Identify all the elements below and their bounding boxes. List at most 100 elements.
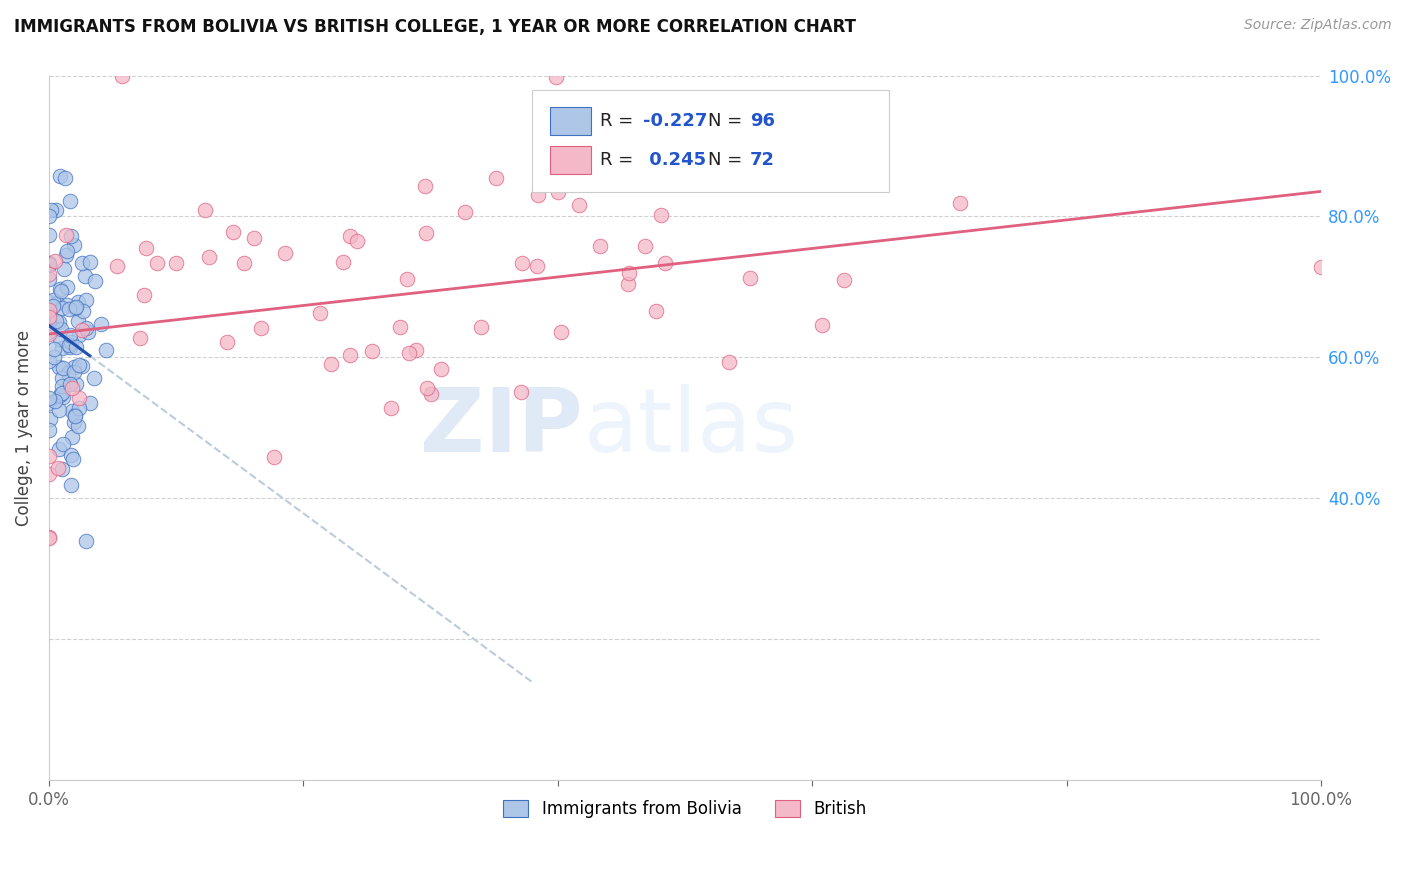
Point (53, 262, 76, 277)
Text: -0.227: -0.227 (643, 112, 707, 130)
Point (38, 256, 60, 270)
Point (70, 323, 93, 337)
Point (58, 301, 80, 316)
Point (65, 300, 87, 314)
Point (38, 467, 60, 482)
Point (48, 359, 70, 374)
Point (415, 178, 437, 193)
Point (395, 272, 418, 286)
Point (63, 409, 86, 423)
Point (339, 348, 361, 362)
Point (405, 343, 427, 357)
Text: 72: 72 (749, 151, 775, 169)
Point (62, 404, 84, 418)
Point (65, 376, 87, 391)
Text: ZIP: ZIP (420, 384, 583, 471)
Point (38, 326, 60, 340)
Text: R =: R = (600, 151, 638, 169)
Point (94, 343, 117, 358)
Y-axis label: College, 1 year or more: College, 1 year or more (15, 330, 32, 526)
Point (66, 295, 89, 310)
Point (222, 225, 245, 239)
Point (38, 315, 60, 329)
Point (38, 354, 60, 368)
Point (263, 450, 285, 465)
Point (59, 377, 82, 392)
Point (38, 324, 60, 338)
Point (63, 416, 86, 430)
Point (550, 325, 572, 339)
Point (51, 371, 73, 385)
Point (332, 255, 354, 269)
Point (56, 367, 79, 381)
Point (339, 228, 361, 243)
Point (810, 318, 832, 332)
Point (60, 430, 83, 444)
Point (644, 304, 666, 318)
Legend: Immigrants from Bolivia, British: Immigrants from Bolivia, British (496, 793, 873, 825)
Point (398, 346, 420, 360)
Point (60, 229, 83, 244)
Point (49, 282, 72, 296)
Point (51, 341, 73, 355)
Point (48, 315, 70, 329)
Point (419, 386, 441, 401)
Point (59, 477, 82, 491)
Point (52, 437, 75, 451)
Point (38, 302, 60, 317)
Point (59, 335, 82, 350)
Point (194, 203, 217, 218)
Point (380, 401, 402, 416)
Point (105, 260, 128, 274)
Point (38, 396, 60, 410)
Point (79, 255, 101, 269)
Point (52, 361, 75, 376)
Point (321, 357, 343, 371)
Text: atlas: atlas (583, 384, 799, 471)
Point (38, 271, 60, 285)
Point (62, 365, 84, 379)
Point (83, 274, 105, 288)
Point (274, 246, 297, 260)
Point (52, 390, 75, 404)
Point (249, 320, 271, 334)
Point (45, 314, 67, 328)
Point (75, 534, 97, 549)
Point (38, 310, 60, 324)
Point (60, 381, 83, 395)
Point (53, 170, 76, 185)
Point (44, 394, 66, 409)
Point (134, 288, 156, 302)
Point (48, 402, 70, 417)
Point (67, 358, 90, 372)
Point (834, 273, 856, 287)
Point (360, 343, 382, 358)
Point (63, 409, 86, 423)
Point (710, 158, 733, 172)
Point (51, 284, 73, 298)
Point (38, 423, 60, 437)
Point (49, 322, 72, 336)
Point (242, 230, 264, 244)
Point (38, 449, 60, 463)
Point (56, 244, 79, 258)
Point (65, 340, 87, 354)
Point (45, 203, 67, 218)
Text: IMMIGRANTS FROM BOLIVIA VS BRITISH COLLEGE, 1 YEAR OR MORE CORRELATION CHART: IMMIGRANTS FROM BOLIVIA VS BRITISH COLLE… (14, 18, 856, 36)
Point (70, 256, 93, 270)
Point (717, 355, 740, 369)
Text: N =: N = (707, 151, 748, 169)
Point (129, 331, 152, 345)
Point (67, 327, 90, 342)
Point (49, 169, 72, 184)
Point (415, 381, 437, 395)
Text: R =: R = (600, 112, 638, 130)
Point (38, 267, 60, 281)
Point (617, 277, 640, 292)
Point (59, 340, 82, 354)
Point (73, 269, 96, 284)
Point (430, 362, 453, 376)
Point (740, 271, 762, 285)
Point (547, 185, 569, 199)
Point (415, 226, 437, 240)
